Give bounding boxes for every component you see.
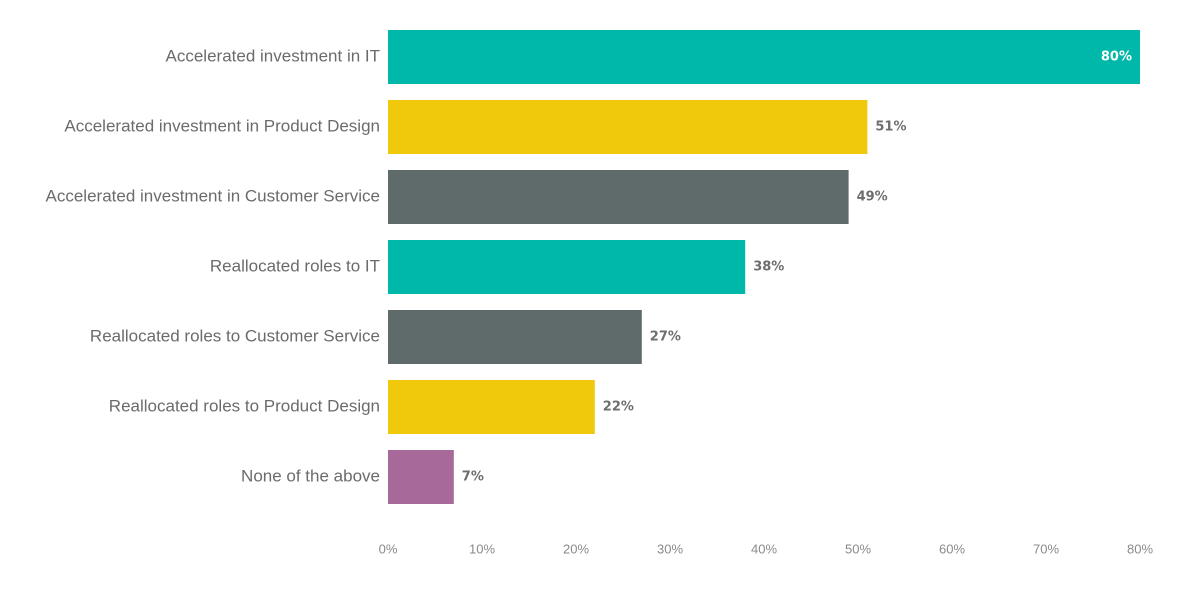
- value-label-6: 22%: [603, 400, 634, 415]
- category-label-4: Reallocated roles to IT: [210, 256, 380, 275]
- x-tick-label-8: 70%: [1033, 541, 1059, 556]
- bar-2: [388, 100, 868, 154]
- value-label-2: 51%: [875, 120, 906, 135]
- value-labels: 80% 51% 49% 38% 27% 22% 7%: [462, 50, 1132, 485]
- x-tick-label-7: 60%: [939, 541, 965, 556]
- bar-5: [388, 310, 642, 364]
- bars: [388, 30, 1140, 504]
- x-tick-label-1: 0%: [379, 541, 398, 556]
- category-label-7: None of the above: [241, 466, 380, 485]
- bar-7: [388, 450, 454, 504]
- value-label-1: 80%: [1101, 50, 1132, 65]
- bar-4: [388, 240, 746, 294]
- value-label-7: 7%: [462, 470, 484, 485]
- bar-6: [388, 380, 595, 434]
- category-label-6: Reallocated roles to Product Design: [109, 396, 380, 415]
- x-axis-ticks: 0% 10% 20% 30% 40% 50% 60% 70% 80%: [379, 541, 1154, 556]
- x-tick-label-5: 40%: [751, 541, 777, 556]
- x-tick-label-3: 20%: [563, 541, 589, 556]
- category-label-2: Accelerated investment in Product Design: [64, 116, 380, 135]
- category-label-5: Reallocated roles to Customer Service: [90, 326, 380, 345]
- value-label-5: 27%: [650, 330, 681, 345]
- x-tick-label-6: 50%: [845, 541, 871, 556]
- x-tick-label-9: 80%: [1127, 541, 1153, 556]
- bar-1: [388, 30, 1140, 84]
- category-labels: Accelerated investment in IT Accelerated …: [46, 46, 380, 485]
- bar-3: [388, 170, 849, 224]
- category-label-3: Accelerated investment in Customer Servi…: [46, 186, 380, 205]
- x-tick-label-2: 10%: [469, 541, 495, 556]
- value-label-3: 49%: [857, 190, 888, 205]
- x-tick-label-4: 30%: [657, 541, 683, 556]
- value-label-4: 38%: [753, 260, 784, 275]
- category-label-1: Accelerated investment in IT: [166, 46, 380, 65]
